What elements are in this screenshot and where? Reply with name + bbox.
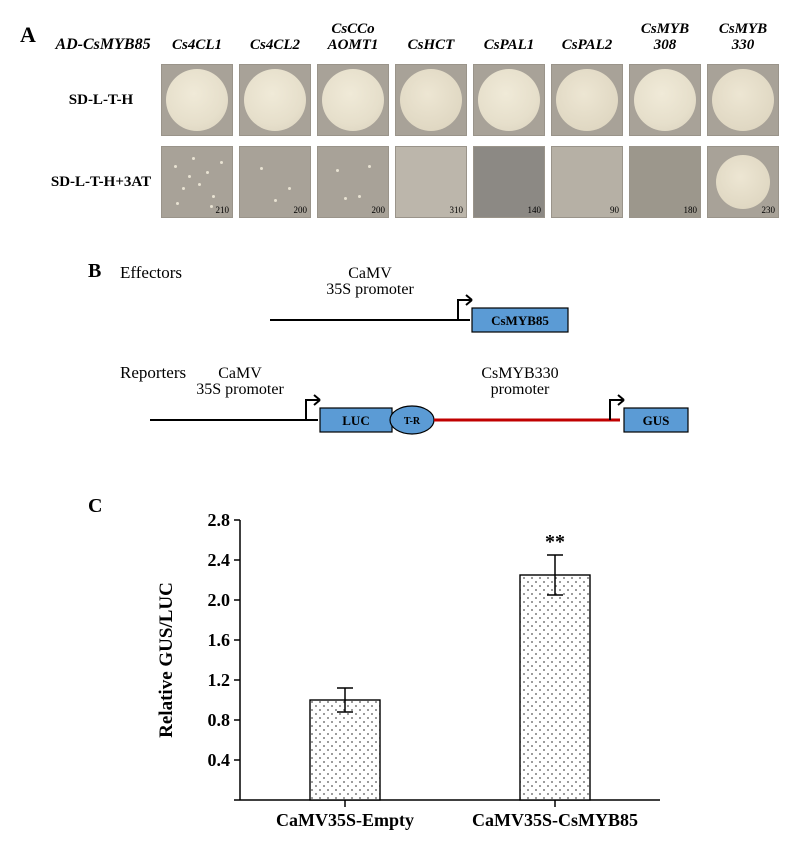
panel-c-label: C	[88, 495, 102, 518]
reporters-label: Reporters	[120, 363, 186, 382]
y-ticks: 0.4 0.8 1.2 1.6 2.0 2.4 2.8	[208, 510, 241, 800]
tr-text: T-R	[404, 416, 421, 427]
panel-b-label: B	[88, 260, 101, 283]
yeast-well: 90	[551, 146, 623, 218]
well-number: 180	[684, 205, 698, 215]
well-number: 310	[450, 205, 464, 215]
bar-chart: 0.4 0.8 1.2 1.6 2.0 2.4 2.8 Relative GUS…	[150, 500, 710, 855]
row-label: SD-L-T-H+3AT	[48, 174, 158, 191]
svg-text:1.6: 1.6	[208, 630, 231, 650]
significance-mark: **	[545, 531, 565, 553]
gus-text: GUS	[643, 413, 670, 428]
reporter-p2-line2: promoter	[491, 381, 550, 398]
yeast-well	[317, 64, 389, 136]
col-header: CsMYB308	[626, 22, 704, 54]
col-header: CsCCoAOMT1	[314, 22, 392, 54]
reporter-p2-line1: CsMYB330	[481, 365, 558, 382]
panel-a-row: SD-L-T-H+3AT 210 200 200 310	[48, 144, 782, 220]
effector-promoter-line1: CaMV	[348, 265, 392, 282]
panel-a-rows: SD-L-T-H SD-L-T-H+3AT 210	[48, 62, 782, 226]
bar-csmyb85	[520, 575, 590, 800]
yeast-well	[473, 64, 545, 136]
yeast-well: 210	[161, 146, 233, 218]
svg-text:0.4: 0.4	[208, 750, 231, 770]
svg-text:2.8: 2.8	[208, 510, 231, 530]
yeast-well	[551, 64, 623, 136]
yeast-well	[707, 64, 779, 136]
panel-b: B Effectors CaMV 35S promoter CsMYB85 Re…	[90, 260, 730, 480]
yeast-well	[395, 64, 467, 136]
panel-a-title-prefix: AD-CsMYB85	[48, 36, 158, 54]
col-header: CsMYB330	[704, 22, 782, 54]
yeast-well	[629, 64, 701, 136]
reporter-p1-line2: 35S promoter	[196, 381, 284, 398]
svg-text:1.2: 1.2	[208, 670, 231, 690]
svg-text:2.4: 2.4	[208, 550, 231, 570]
panel-c: C 0.4 0.8 1.2 1.6 2.0 2.4 2.8 Relative G…	[90, 495, 730, 855]
yeast-well: 140	[473, 146, 545, 218]
bar-empty	[310, 700, 380, 800]
yeast-well	[161, 64, 233, 136]
yeast-well: 310	[395, 146, 467, 218]
luc-text: LUC	[342, 413, 369, 428]
effector-gene-text: CsMYB85	[491, 313, 549, 328]
well-number: 200	[294, 205, 308, 215]
yeast-well: 200	[317, 146, 389, 218]
col-header: CsPAL1	[470, 38, 548, 54]
panel-a-column-headers: AD-CsMYB85 Cs4CL1 Cs4CL2 CsCCoAOMT1 CsHC…	[48, 22, 782, 54]
x-tick-label: CaMV35S-CsMYB85	[472, 810, 638, 830]
svg-text:2.0: 2.0	[208, 590, 231, 610]
col-header: CsHCT	[392, 38, 470, 54]
yeast-well: 180	[629, 146, 701, 218]
panel-a-row: SD-L-T-H	[48, 62, 782, 138]
yeast-well: 200	[239, 146, 311, 218]
row-label: SD-L-T-H	[48, 92, 158, 109]
well-number: 200	[372, 205, 386, 215]
well-number: 230	[762, 205, 776, 215]
col-header: Cs4CL1	[158, 38, 236, 54]
x-tick-label: CaMV35S-Empty	[276, 810, 414, 830]
y-axis-label: Relative GUS/LUC	[156, 582, 177, 738]
well-number: 210	[216, 205, 230, 215]
well-number: 90	[610, 205, 619, 215]
panel-b-diagram: Effectors CaMV 35S promoter CsMYB85 Repo…	[90, 260, 730, 475]
well-number: 140	[528, 205, 542, 215]
effector-promoter-line2: 35S promoter	[326, 281, 414, 298]
col-header: CsPAL2	[548, 38, 626, 54]
yeast-well	[239, 64, 311, 136]
yeast-well: 230	[707, 146, 779, 218]
col-header: Cs4CL2	[236, 38, 314, 54]
svg-text:0.8: 0.8	[208, 710, 231, 730]
panel-a-label: A	[20, 22, 36, 48]
reporter-p1-line1: CaMV	[218, 365, 262, 382]
effectors-label: Effectors	[120, 263, 182, 282]
